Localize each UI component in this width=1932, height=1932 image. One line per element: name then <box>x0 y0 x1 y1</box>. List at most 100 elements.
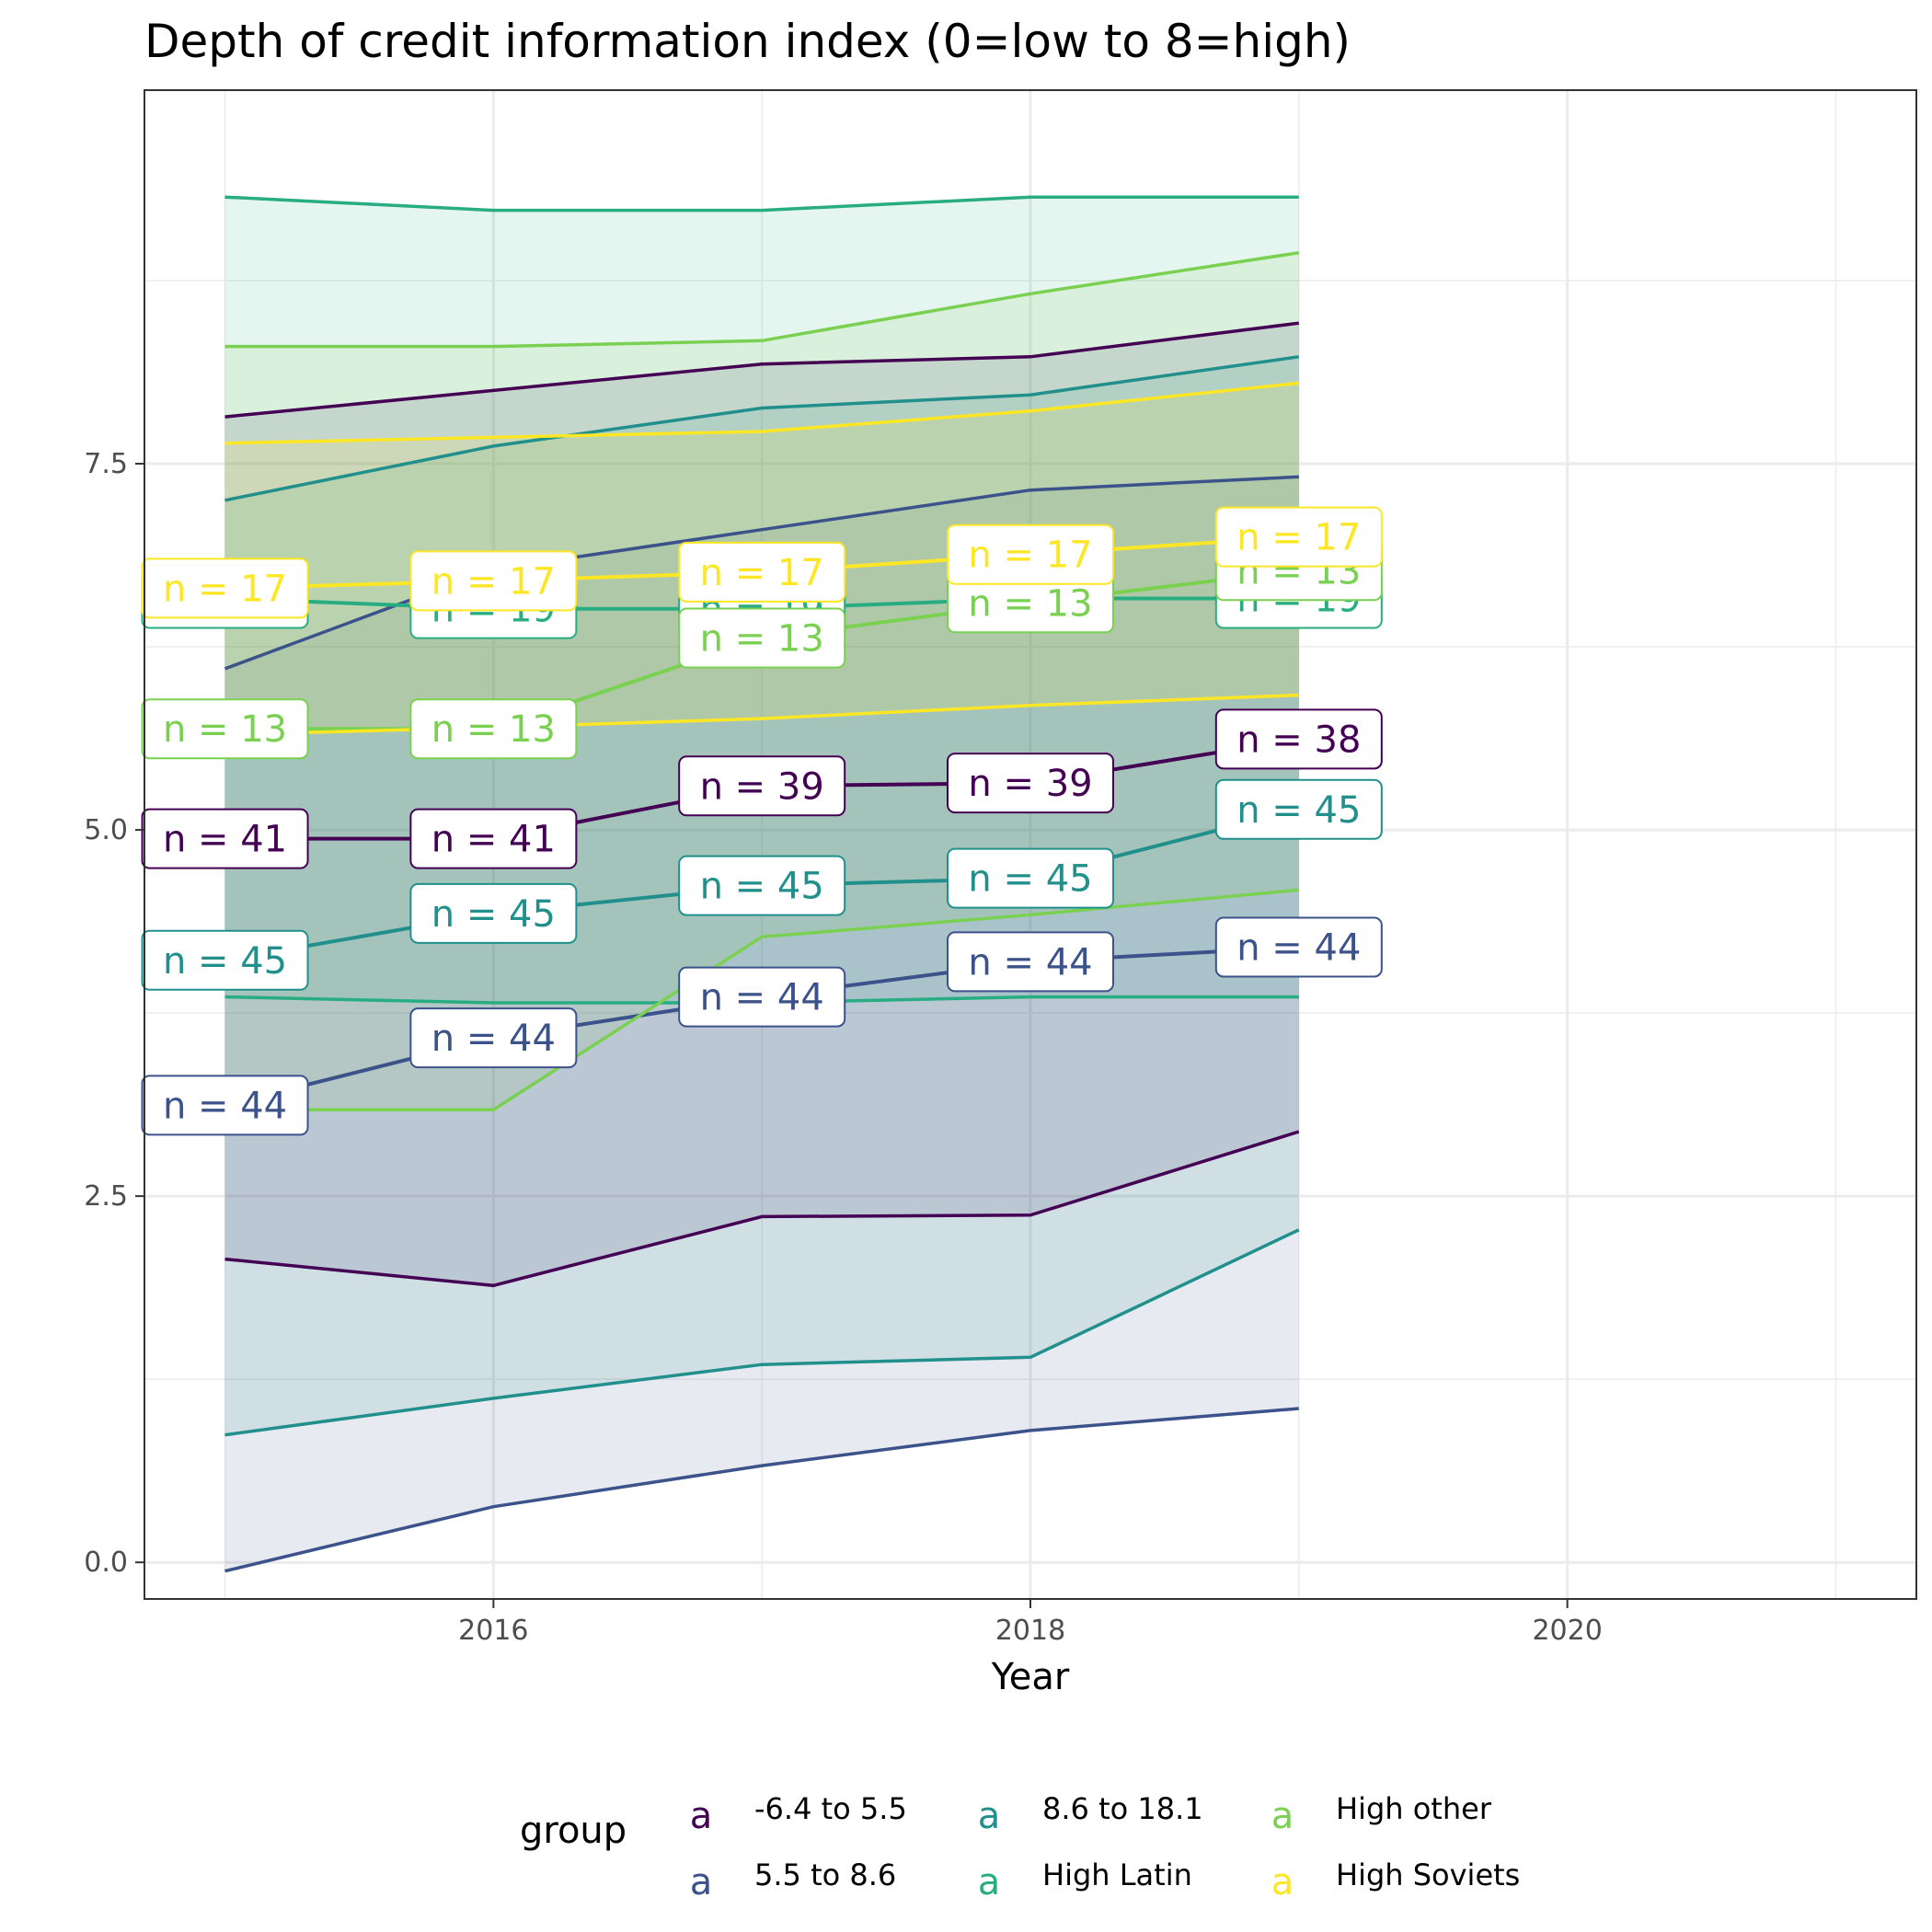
count-label: n = 17 <box>678 541 846 603</box>
count-label-box <box>141 929 309 991</box>
count-label: n = 39 <box>947 753 1114 814</box>
count-label-box <box>1214 778 1383 840</box>
count-label: n = 13 <box>409 698 578 760</box>
series-lower-line <box>224 693 1299 737</box>
count-label: n = 45 <box>141 929 309 991</box>
count-label: n = 45 <box>947 847 1114 909</box>
count-label-text: n = 13 <box>700 617 824 660</box>
count-label: n = 44 <box>1214 916 1383 978</box>
legend-label: -6.4 to 5.5 <box>754 1791 907 1826</box>
x-tick-label: 2020 <box>1532 1615 1602 1647</box>
count-label: n = 17 <box>141 558 309 619</box>
count-label-text: n = 39 <box>968 763 1092 805</box>
count-labels: n = 41 n = 41 n = 39 n = 39 n = 38 n = 44 n = … <box>141 506 1383 1136</box>
count-label-text: n = 44 <box>163 1085 287 1127</box>
count-label-box <box>409 1007 578 1069</box>
count-label-box <box>141 698 309 760</box>
count-label-text: n = 17 <box>1236 517 1361 559</box>
count-label-box <box>409 882 578 944</box>
legend-item: a High Soviets <box>1271 1857 1521 1903</box>
legend-key: a <box>690 1795 713 1837</box>
legend-item: a 5.5 to 8.6 <box>690 1857 897 1903</box>
count-label: n = 17 <box>409 550 578 612</box>
x-tick-label: 2016 <box>458 1615 528 1647</box>
legend-label: High Soviets <box>1336 1857 1520 1892</box>
count-label: n = 44 <box>947 931 1114 993</box>
count-label-box <box>678 855 846 916</box>
count-label-box <box>409 550 578 612</box>
count-label-text: n = 45 <box>163 940 287 983</box>
series-lower-line <box>224 1407 1299 1573</box>
count-label-text: n = 39 <box>700 765 824 808</box>
count-label-text: n = 13 <box>968 582 1092 625</box>
legend-item: a 8.6 to 18.1 <box>978 1791 1203 1837</box>
legend-title: group <box>520 1810 627 1852</box>
y-axis: 0.0 2.5 5.0 7.5 <box>84 448 144 1579</box>
series-lower-line <box>224 1228 1300 1437</box>
legend-key: a <box>690 1861 713 1903</box>
plot-panel: n = 41 n = 41 n = 39 n = 39 n = 38 n = 44 n = … <box>141 89 1917 1600</box>
count-label-text: n = 45 <box>968 858 1092 901</box>
legend-item: a High Latin <box>978 1857 1192 1903</box>
count-label-text: n = 41 <box>431 819 556 861</box>
legend-label: High Latin <box>1042 1857 1192 1892</box>
count-label-box <box>947 523 1114 585</box>
count-label-box <box>947 847 1114 909</box>
count-label-text: n = 44 <box>968 941 1092 983</box>
y-tick-label: 7.5 <box>84 448 128 480</box>
count-label-text: n = 45 <box>700 866 824 908</box>
count-label-text: n = 44 <box>431 1018 556 1060</box>
count-label-text: n = 13 <box>431 708 556 751</box>
x-axis: 2016 2018 2020 <box>458 1599 1603 1647</box>
count-label: n = 41 <box>409 808 578 869</box>
count-label-box <box>1214 916 1383 978</box>
series-upper-line <box>224 381 1299 445</box>
count-label-box <box>1214 506 1383 568</box>
count-label-box <box>409 698 578 760</box>
count-label-text: n = 45 <box>431 893 556 936</box>
count-label: n = 13 <box>678 607 846 669</box>
count-label-text: n = 17 <box>163 568 287 610</box>
count-label: n = 39 <box>678 755 846 817</box>
y-tick-label: 2.5 <box>84 1180 128 1213</box>
x-tick-label: 2018 <box>995 1615 1065 1647</box>
count-label-box <box>678 541 846 603</box>
count-label: n = 38 <box>1214 708 1383 770</box>
count-label: n = 44 <box>141 1075 309 1136</box>
count-label-box <box>947 931 1114 993</box>
count-label: n = 17 <box>947 523 1114 585</box>
legend: group a -6.4 to 5.5 a 5.5 to 8.6 a 8.6 to 18.… <box>520 1791 1520 1903</box>
count-label: n = 45 <box>409 882 578 944</box>
count-label-box <box>409 808 578 869</box>
series-upper-line <box>224 475 1299 671</box>
series-lower-line <box>224 888 1299 1111</box>
legend-item: a -6.4 to 5.5 <box>690 1791 907 1837</box>
legend-label: 8.6 to 18.1 <box>1042 1791 1203 1826</box>
series-upper-line <box>224 355 1300 502</box>
legend-key: a <box>978 1795 1001 1837</box>
legend-key: a <box>1271 1795 1294 1837</box>
legend-item: a High other <box>1271 1791 1492 1837</box>
count-label-box <box>947 753 1114 814</box>
y-tick-label: 5.0 <box>84 814 128 846</box>
legend-key: a <box>978 1861 1001 1903</box>
count-label-box <box>678 755 846 817</box>
count-label-text: n = 17 <box>431 560 556 603</box>
series-upper-line <box>224 195 1299 213</box>
count-label: n = 45 <box>678 855 846 916</box>
legend-label: High other <box>1336 1791 1492 1826</box>
count-label-text: n = 44 <box>1236 926 1361 969</box>
count-label: n = 41 <box>141 808 309 869</box>
count-label: n = 44 <box>678 966 846 1028</box>
count-label-text: n = 38 <box>1236 719 1361 761</box>
count-label-box <box>141 808 309 869</box>
legend-items: a -6.4 to 5.5 a 5.5 to 8.6 a 8.6 to 18.1 a High… <box>690 1791 1521 1903</box>
count-label-box <box>1214 708 1383 770</box>
count-label-text: n = 17 <box>968 535 1092 577</box>
count-label-text: n = 17 <box>700 552 824 594</box>
count-label: n = 17 <box>1214 506 1383 568</box>
y-tick-label: 0.0 <box>84 1547 128 1579</box>
chart-title: Depth of credit information index (0=low… <box>144 15 1351 68</box>
count-label-text: n = 13 <box>163 708 287 751</box>
